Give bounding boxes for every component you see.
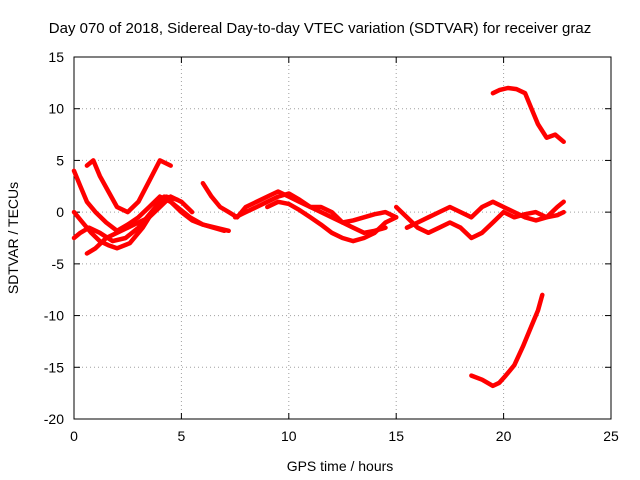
y-tick-label: 15	[48, 49, 64, 65]
series-group	[71, 85, 566, 389]
x-tick-label: 20	[496, 428, 512, 444]
series-line-arc-6	[200, 180, 388, 236]
x-tick-label: 25	[603, 428, 619, 444]
series-line-arc-4	[84, 158, 173, 215]
series-line-arc-8	[265, 199, 399, 244]
x-tick-label: 0	[70, 428, 78, 444]
y-tick-label: 10	[48, 101, 64, 117]
y-tick-label: -20	[44, 411, 64, 427]
series-line-arc-5	[84, 194, 195, 256]
chart-title: Day 070 of 2018, Sidereal Day-to-day VTE…	[49, 20, 591, 37]
y-tick-label: 5	[56, 152, 64, 168]
series-line-arc-12	[469, 292, 545, 389]
series-line-arc-11	[490, 85, 566, 145]
grid	[74, 57, 611, 419]
y-tick-label: -10	[44, 308, 64, 324]
y-axis-label: SDTVAR / TECUs	[5, 182, 21, 294]
y-tick-label: -5	[52, 256, 65, 272]
series-line-arc-7	[232, 191, 399, 225]
y-tick-label: 0	[56, 204, 64, 220]
series-line-arc-9	[393, 204, 566, 241]
x-tick-label: 5	[178, 428, 186, 444]
x-tick-label: 15	[388, 428, 404, 444]
x-axis-label: GPS time / hours	[287, 458, 394, 474]
series-line-arc-10	[404, 199, 566, 230]
ticks: 0 5 10 15 20 25 -20 -15 -10 -5 0 5 10 15	[44, 49, 619, 444]
x-tick-label: 10	[281, 428, 297, 444]
y-tick-label: -15	[44, 359, 64, 375]
series-line-arc-3	[71, 194, 180, 251]
